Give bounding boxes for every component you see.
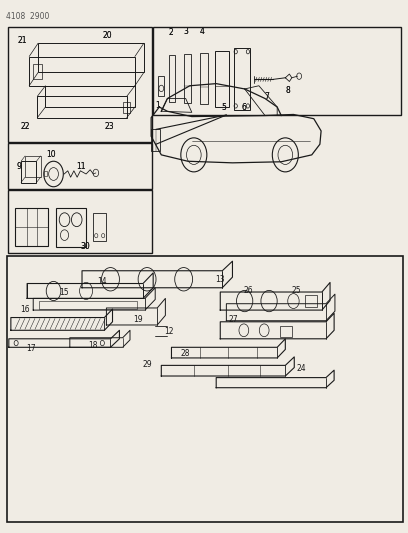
- Text: 30: 30: [80, 242, 90, 251]
- Text: 12: 12: [165, 327, 174, 336]
- Text: 19: 19: [133, 315, 143, 324]
- Bar: [305, 295, 317, 307]
- Bar: [169, 55, 175, 102]
- Text: 10: 10: [46, 150, 56, 159]
- Text: 28: 28: [181, 349, 190, 358]
- Text: 1: 1: [155, 101, 160, 110]
- Text: 26: 26: [243, 286, 253, 295]
- Bar: [234, 48, 250, 110]
- Bar: [8, 190, 152, 253]
- Text: 24: 24: [297, 364, 306, 373]
- Text: 3: 3: [183, 27, 188, 36]
- Bar: [44, 171, 47, 176]
- Text: 3: 3: [183, 27, 188, 36]
- Bar: [123, 102, 130, 114]
- Text: 4: 4: [200, 27, 204, 36]
- Text: 5: 5: [221, 102, 226, 111]
- Text: 7: 7: [264, 92, 269, 101]
- Text: 2: 2: [168, 28, 173, 37]
- Bar: [33, 64, 42, 79]
- Text: 20: 20: [102, 31, 112, 41]
- Bar: [39, 301, 137, 309]
- Text: 22: 22: [20, 122, 30, 131]
- Text: 11: 11: [76, 162, 86, 171]
- Text: 9: 9: [17, 162, 22, 171]
- Text: 9: 9: [17, 162, 22, 171]
- Text: 2: 2: [168, 28, 173, 37]
- Text: 11: 11: [76, 162, 86, 171]
- Text: 20: 20: [102, 31, 112, 41]
- Text: 8: 8: [285, 85, 290, 94]
- Text: 5: 5: [221, 102, 226, 111]
- Bar: [7, 256, 403, 522]
- Bar: [215, 51, 229, 107]
- Text: 25: 25: [292, 286, 302, 295]
- Text: 30: 30: [80, 242, 90, 251]
- Text: 6: 6: [242, 102, 246, 111]
- Text: 22: 22: [20, 122, 30, 131]
- Text: 23: 23: [105, 122, 115, 131]
- Text: 4: 4: [200, 27, 204, 36]
- Text: 21: 21: [18, 36, 27, 45]
- Bar: [93, 213, 106, 241]
- Text: 1: 1: [155, 101, 160, 110]
- Text: 13: 13: [215, 275, 225, 284]
- Text: 17: 17: [26, 344, 35, 353]
- Text: 4108  2900: 4108 2900: [7, 12, 50, 21]
- Text: 7: 7: [264, 92, 269, 101]
- Text: 21: 21: [18, 36, 27, 45]
- Bar: [200, 53, 208, 104]
- Text: 6: 6: [242, 102, 246, 111]
- Bar: [153, 27, 401, 115]
- Bar: [55, 208, 86, 247]
- Bar: [280, 326, 292, 337]
- Text: 10: 10: [46, 150, 56, 159]
- Text: 14: 14: [97, 277, 106, 286]
- Text: 29: 29: [142, 360, 152, 369]
- Text: 16: 16: [20, 304, 30, 313]
- Bar: [15, 208, 48, 246]
- Text: 18: 18: [89, 341, 98, 350]
- Text: 23: 23: [105, 122, 115, 131]
- Bar: [8, 143, 152, 189]
- Text: 8: 8: [285, 85, 290, 94]
- Bar: [158, 76, 164, 96]
- Text: 27: 27: [228, 315, 238, 324]
- Bar: [184, 54, 191, 103]
- Bar: [151, 130, 160, 151]
- Text: 15: 15: [59, 287, 69, 296]
- Bar: [8, 27, 152, 142]
